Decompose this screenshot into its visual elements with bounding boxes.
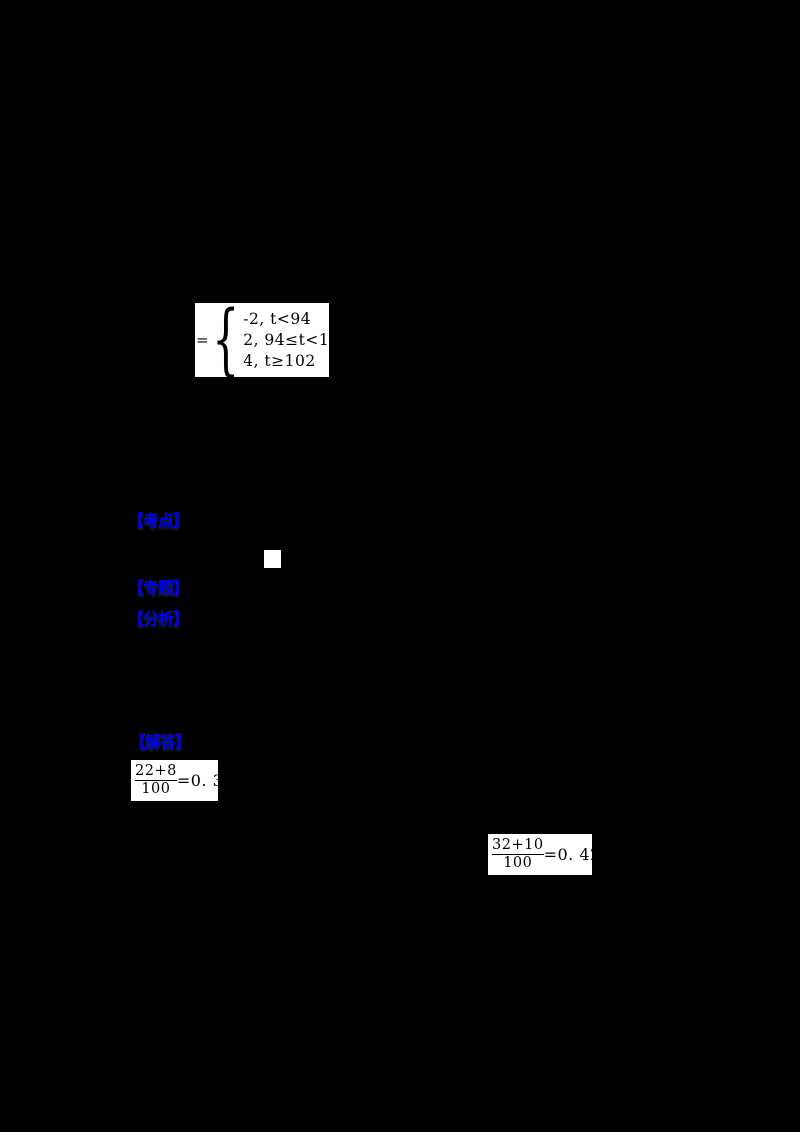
fraction-stack: 32+10 100 — [492, 837, 544, 871]
piecewise-cases: -2, t<94 2, 94≤t<102 4, t≥102 — [243, 310, 350, 370]
fraction-formula-2: 32+10 100 =0. 42 — [488, 834, 600, 875]
piecewise-formula-image: = { -2, t<94 2, 94≤t<102 4, t≥102 — [195, 295, 349, 385]
fraction-result: =0. 42 — [543, 845, 601, 864]
answer-blank-square — [264, 550, 281, 568]
left-brace: { — [211, 295, 240, 385]
piecewise-case-line: -2, t<94 — [243, 310, 312, 328]
piecewise-case-line: 2, 94≤t<102 — [243, 331, 350, 349]
fraction-denominator: 100 — [492, 854, 544, 872]
fraction-result: =0. 3 — [176, 771, 224, 790]
piecewise-case-line: 4, t≥102 — [243, 352, 316, 370]
fraction-numerator: 32+10 — [492, 837, 544, 854]
section-label-kaodian: 【考点】 — [128, 511, 189, 530]
section-label-fenxi: 【分析】 — [128, 609, 189, 628]
equals-sign: = — [196, 331, 209, 349]
fraction-denominator: 100 — [135, 780, 177, 798]
fraction-stack: 22+8 100 — [135, 763, 177, 797]
fraction-formula-1: 22+8 100 =0. 3 — [131, 760, 223, 801]
section-label-zhuanti: 【专题】 — [128, 578, 189, 597]
section-label-jieda: 【解答】 — [130, 732, 191, 751]
fraction-numerator: 22+8 — [135, 763, 177, 780]
